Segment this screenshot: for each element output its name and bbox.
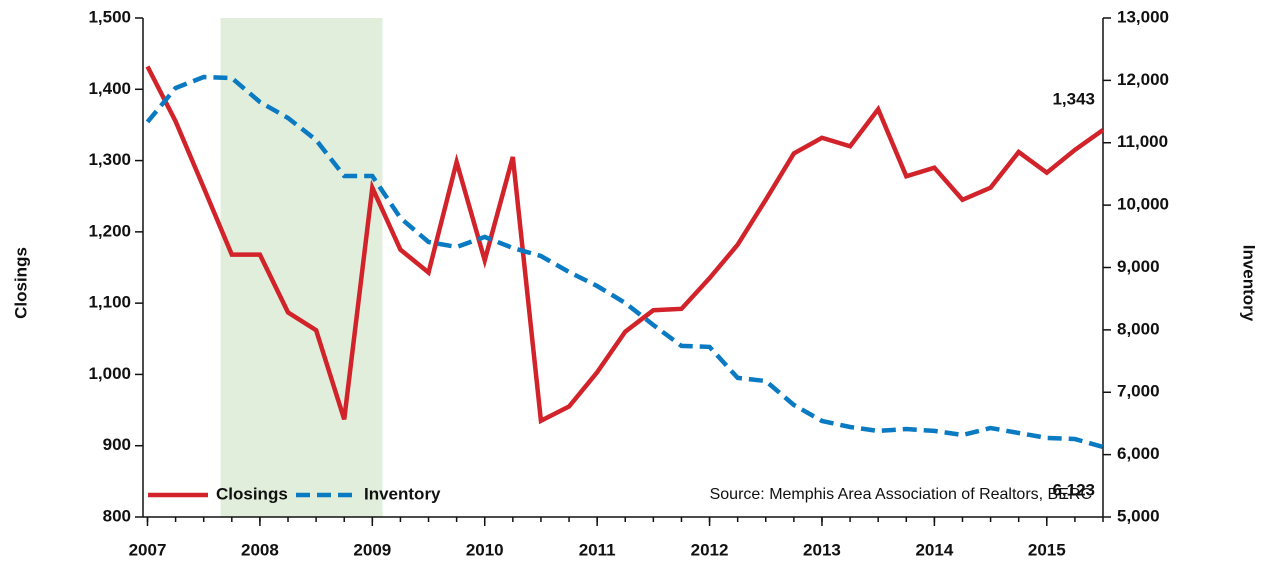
shade	[220, 18, 383, 517]
y2-tick-label: 6,000	[1117, 444, 1160, 463]
y2-tick-label: 9,000	[1117, 257, 1160, 276]
y2-tick-label: 5,000	[1117, 506, 1160, 525]
y-tick-label: 900	[103, 435, 131, 454]
x-tick-label: 2012	[691, 540, 729, 559]
y2-tick-label: 13,000	[1117, 7, 1169, 26]
x-tick-label: 2011	[579, 540, 616, 559]
y-tick-label: 1,100	[88, 293, 131, 312]
y2-tick-label: 8,000	[1117, 319, 1160, 338]
x-tick-label: 2009	[353, 540, 391, 559]
y2-tick-label: 10,000	[1117, 195, 1169, 214]
data-label: 1,343	[1052, 89, 1095, 108]
y2-axis-label: Inventory	[1240, 245, 1259, 322]
x-tick-label: 2013	[803, 540, 841, 559]
y-tick-label: 1,000	[88, 364, 131, 383]
x-tick-label: 2010	[466, 540, 504, 559]
y-tick-label: 1,300	[88, 150, 131, 169]
x-tick-label: 2007	[129, 540, 167, 559]
x-tick-label: 2008	[241, 540, 279, 559]
y-tick-label: 800	[103, 506, 131, 525]
y-tick-label: 1,400	[88, 79, 131, 98]
x-tick-label: 2014	[915, 540, 953, 559]
series-line	[145, 74, 1104, 450]
y2-tick-label: 12,000	[1117, 70, 1169, 89]
data-label: 6,123	[1052, 480, 1095, 499]
series-line	[145, 65, 1105, 425]
y-axis-label: Closings	[11, 247, 30, 319]
legend-label: Inventory	[364, 484, 441, 503]
y2-tick-label: 11,000	[1117, 132, 1168, 151]
y2-tick-label: 7,000	[1117, 382, 1160, 401]
source: Source: Memphis Area Association of Real…	[710, 486, 1092, 503]
x-tick-label: 2015	[1028, 540, 1066, 559]
y-tick-label: 1,200	[88, 221, 131, 240]
legend-label: Closings	[216, 484, 288, 503]
y-tick-label: 1,500	[88, 7, 131, 26]
